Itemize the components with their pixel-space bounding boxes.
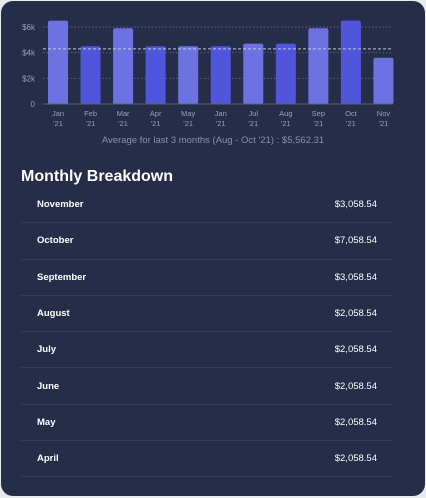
bar bbox=[210, 46, 231, 104]
bar bbox=[80, 46, 101, 104]
x-tick-label: Nov bbox=[377, 109, 391, 118]
bar bbox=[145, 46, 166, 104]
bar bbox=[178, 46, 199, 104]
row-month: October bbox=[37, 235, 74, 247]
x-tick-label: Aug bbox=[279, 109, 292, 118]
bar bbox=[275, 43, 296, 104]
breakdown-row[interactable]: October $7,058.54 bbox=[21, 223, 393, 260]
row-month: November bbox=[37, 199, 84, 211]
row-amount: $3,058.54 bbox=[334, 199, 377, 211]
breakdown-row[interactable]: April $2,058.54 bbox=[21, 441, 393, 478]
row-month: August bbox=[37, 308, 70, 320]
x-tick-label: Jan bbox=[52, 109, 64, 118]
row-amount: $7,058.54 bbox=[334, 235, 377, 247]
x-tick-label: Jul bbox=[248, 109, 258, 118]
average-note: Average for last 3 months (Aug - Oct '21… bbox=[101, 135, 325, 146]
row-month: May bbox=[37, 416, 56, 428]
breakdown-row[interactable]: November $3,058.54 bbox=[21, 187, 393, 224]
x-tick-label: Feb bbox=[84, 109, 97, 118]
bar bbox=[113, 28, 134, 104]
x-tick-year: '21 bbox=[53, 119, 63, 128]
x-tick-year: '21 bbox=[248, 119, 258, 128]
x-tick-year: '21 bbox=[183, 119, 193, 128]
row-month: July bbox=[37, 344, 57, 356]
breakdown-row[interactable]: July $2,058.54 bbox=[21, 332, 393, 369]
breakdown-row[interactable]: June $2,058.54 bbox=[21, 368, 393, 405]
bar bbox=[340, 20, 361, 104]
row-amount: $2,058.54 bbox=[334, 416, 377, 428]
x-tick-label: Apr bbox=[150, 109, 162, 118]
breakdown-row[interactable]: September $3,058.54 bbox=[21, 260, 393, 296]
row-amount: $2,058.54 bbox=[334, 308, 377, 320]
x-tick-label: May bbox=[181, 109, 195, 118]
breakdown-list: November $3,058.54 October $7,058.54 Sep… bbox=[21, 187, 393, 478]
row-month: June bbox=[37, 380, 60, 392]
breakdown-row[interactable]: May $2,058.54 bbox=[21, 405, 393, 442]
x-tick-year: '21 bbox=[118, 119, 128, 128]
x-tick-label: Oct bbox=[345, 109, 358, 118]
x-tick-year: '21 bbox=[313, 119, 323, 128]
bar bbox=[243, 43, 264, 104]
section-title: Monthly Breakdown bbox=[21, 168, 174, 185]
x-tick-label: Mar bbox=[117, 109, 130, 118]
row-amount: $2,058.54 bbox=[334, 344, 377, 356]
y-tick-label: 0 bbox=[31, 100, 36, 109]
row-amount: $3,058.54 bbox=[334, 271, 377, 283]
x-tick-year: '21 bbox=[151, 119, 161, 128]
y-tick-label: $2k bbox=[22, 74, 36, 83]
y-tick-label: $6k bbox=[22, 23, 36, 32]
x-tick-label: Sep bbox=[312, 109, 325, 118]
bar bbox=[48, 20, 68, 104]
row-amount: $2,058.54 bbox=[334, 453, 377, 465]
bar bbox=[308, 28, 329, 104]
y-tick-label: $4k bbox=[22, 49, 36, 58]
x-tick-year: '21 bbox=[281, 119, 291, 128]
x-tick-year: '21 bbox=[216, 119, 226, 128]
row-amount: $2,058.54 bbox=[334, 380, 377, 392]
monthly-bar-chart: 0$2k$4k$6kJan'21Feb'21Mar'21Apr'21May'21… bbox=[22, 20, 394, 128]
x-tick-year: '21 bbox=[86, 119, 96, 128]
row-month: April bbox=[37, 453, 59, 465]
x-tick-year: '21 bbox=[346, 119, 356, 128]
x-tick-label: Jan bbox=[215, 109, 227, 118]
bar bbox=[373, 57, 394, 104]
breakdown-row[interactable]: August $2,058.54 bbox=[21, 296, 393, 333]
x-tick-year: '21 bbox=[379, 119, 389, 128]
row-month: September bbox=[37, 271, 87, 283]
